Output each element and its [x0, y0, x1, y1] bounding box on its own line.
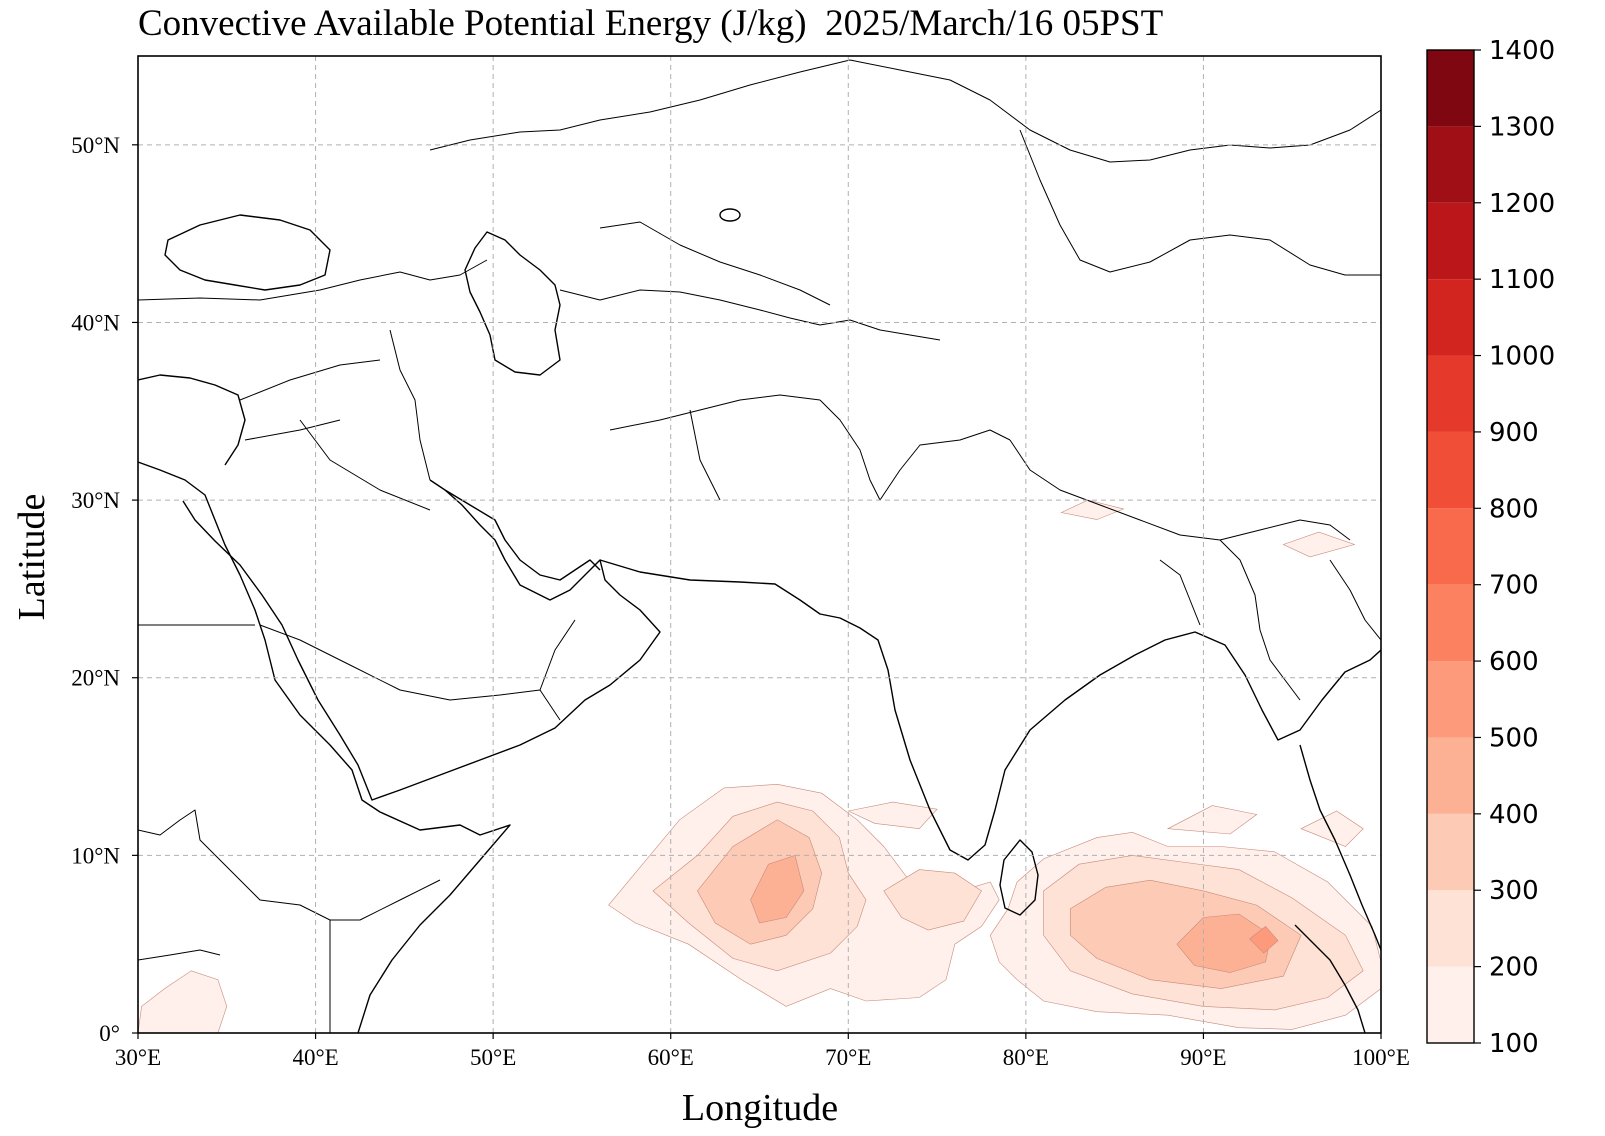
colorbar-tick-label: 500: [1489, 723, 1539, 753]
x-tick-label: 50°E: [470, 1045, 516, 1070]
colorbar-tick-label: 600: [1489, 647, 1539, 677]
x-tick-label: 60°E: [648, 1045, 694, 1070]
colorbar: 100 200 300 400 500 600 700 800 900 1000 1100 1200 1…: [1426, 36, 1555, 1059]
colorbar-tick-label: 1400: [1489, 36, 1555, 66]
cape-region-200-9: [883, 869, 982, 931]
coastline-arabia: [182, 479, 661, 801]
colorbar-frame: [1426, 49, 1475, 1044]
coastline-sri-lanka: [999, 839, 1039, 916]
coastline-iran-india: [599, 559, 1381, 861]
colorbar-segment-1000: [1427, 279, 1474, 356]
borders-central-asia: [138, 59, 1381, 341]
y-tick-label: 50°N: [71, 133, 120, 158]
y-tick-label: 0°: [99, 1021, 120, 1046]
coastline-persian-gulf: [444, 489, 601, 581]
page-title: Convective Available Potential Energy (J…: [138, 3, 1164, 44]
y-tick-label: 40°N: [71, 310, 120, 335]
colorbar-segment-400: [1427, 737, 1474, 814]
borders-india-east: [1159, 539, 1381, 701]
y-tick-label: 20°N: [71, 666, 120, 691]
coastline-black-sea: [164, 214, 331, 291]
cape-region-400-13: [750, 855, 805, 924]
cape-field: [138, 499, 1381, 1033]
colorbar-tick-label: 700: [1489, 571, 1539, 601]
colorbar-segment-300: [1427, 813, 1474, 891]
x-tick-label: 80°E: [1003, 1045, 1049, 1070]
cape-region-100-7: [138, 970, 228, 1033]
colorbar-segment-1200: [1427, 126, 1474, 203]
cape-region-500-15: [1249, 925, 1279, 954]
lake-balkhash: [719, 208, 741, 222]
coastline-sumatra: [1294, 924, 1366, 1033]
colorbar-tick-label: 1100: [1489, 265, 1555, 295]
x-tick-label: 70°E: [825, 1045, 871, 1070]
coastlines-and-borders: [138, 59, 1381, 1033]
colorbar-tick-label: 1000: [1489, 342, 1555, 372]
coastline-mediterranean: [138, 374, 246, 466]
colorbar-segment-1100: [1427, 202, 1474, 280]
cape-region-100-6: [1282, 531, 1356, 558]
coastline-caspian: [464, 231, 561, 376]
x-axis-label: Longitude: [681, 1087, 839, 1129]
x-tick-label: 90°E: [1180, 1045, 1226, 1070]
colorbar-tick-label: 1200: [1489, 189, 1555, 219]
colorbar-segment-1300: [1427, 50, 1474, 127]
borders-middle-east: [239, 329, 1351, 541]
borders-africa: [138, 809, 441, 1033]
coastline-southeast-asia: [1299, 744, 1381, 951]
cape-region-100-5: [1060, 499, 1125, 520]
y-tick-label: 10°N: [71, 843, 120, 868]
cape-region-100-4: [1300, 810, 1364, 847]
colorbar-tick-label: 100: [1489, 1029, 1539, 1059]
colorbar-tick-label: 800: [1489, 494, 1539, 524]
cape-region-100-3: [1166, 805, 1258, 835]
colorbar-segment-600: [1427, 584, 1474, 662]
colorbar-segment-700: [1427, 508, 1474, 585]
y-axis-ticks: 0° 10°N 20°N 30°N 40°N 50°N: [71, 133, 138, 1046]
x-axis-ticks: 30°E 40°E 50°E 60°E 70°E 80°E 90°E 100°E: [115, 1033, 1410, 1070]
gridlines: [138, 56, 1381, 1033]
plot-frame: [137, 55, 1382, 1034]
colorbar-segment-500: [1427, 661, 1474, 738]
x-tick-label: 30°E: [115, 1045, 161, 1070]
colorbar-segment-100: [1427, 966, 1474, 1043]
colorbar-segment-800: [1427, 431, 1474, 509]
x-tick-label: 40°E: [292, 1045, 338, 1070]
cape-region-100-1: [847, 801, 938, 830]
colorbar-tick-label: 400: [1489, 800, 1539, 830]
colorbar-segment-900: [1427, 355, 1474, 432]
coastline-africa-east: [138, 461, 511, 1033]
colorbar-tick-label: 300: [1489, 876, 1539, 906]
y-tick-label: 30°N: [71, 488, 120, 513]
colorbar-tick-label: 900: [1489, 418, 1539, 448]
colorbar-segment-200: [1427, 890, 1474, 967]
colorbar-tick-label: 200: [1489, 953, 1539, 983]
x-tick-label: 100°E: [1352, 1045, 1410, 1070]
borders-arabia: [138, 619, 576, 721]
colorbar-tick-label: 1300: [1489, 112, 1555, 142]
